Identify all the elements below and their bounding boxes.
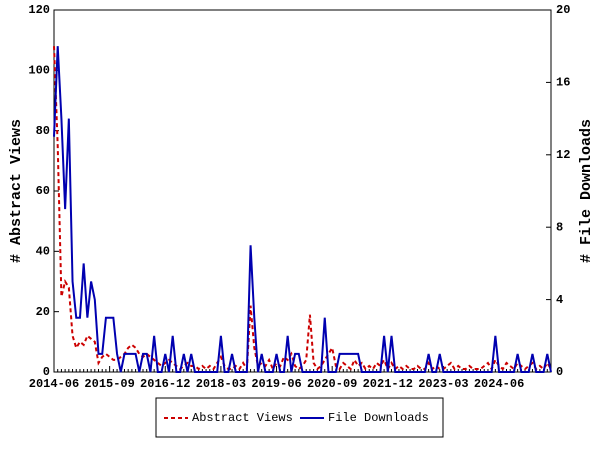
x-tick-label: 2014-06 <box>29 377 79 391</box>
y2-tick-label: 4 <box>556 293 563 307</box>
x-tick-label: 2019-06 <box>251 377 301 391</box>
data-line <box>53 46 552 373</box>
y2-axis-title: # File Downloads <box>578 119 595 263</box>
y-tick-label: 40 <box>36 245 50 259</box>
y-tick-label: 80 <box>36 124 50 138</box>
y2-tick-label: 8 <box>556 220 563 234</box>
legend-box <box>155 397 444 438</box>
y2-tick-label: 0 <box>556 365 563 379</box>
x-tick-label: 2016-12 <box>140 377 190 391</box>
y-axis-title: # Abstract Views <box>8 119 25 263</box>
legend-label: File Downloads <box>328 411 429 425</box>
y-tick-label: 100 <box>28 64 50 78</box>
x-tick-label: 2021-12 <box>363 377 413 391</box>
y-tick-label: 60 <box>36 184 50 198</box>
plot-frame <box>53 9 552 373</box>
x-tick-label: 2015-09 <box>84 377 134 391</box>
x-tick-label: 2023-03 <box>418 377 468 391</box>
y-tick-label: 0 <box>43 365 50 379</box>
legend-label: Abstract Views <box>192 411 293 425</box>
x-tick-label: 2020-09 <box>307 377 357 391</box>
data-line <box>53 46 552 373</box>
y2-tick-label: 12 <box>556 148 570 162</box>
y2-tick-label: 16 <box>556 76 570 90</box>
y-tick-label: 120 <box>28 3 50 17</box>
x-tick-label: 2024-06 <box>474 377 524 391</box>
x-tick-label: 2018-03 <box>196 377 246 391</box>
y2-tick-label: 20 <box>556 3 570 17</box>
y-tick-label: 20 <box>36 305 50 319</box>
